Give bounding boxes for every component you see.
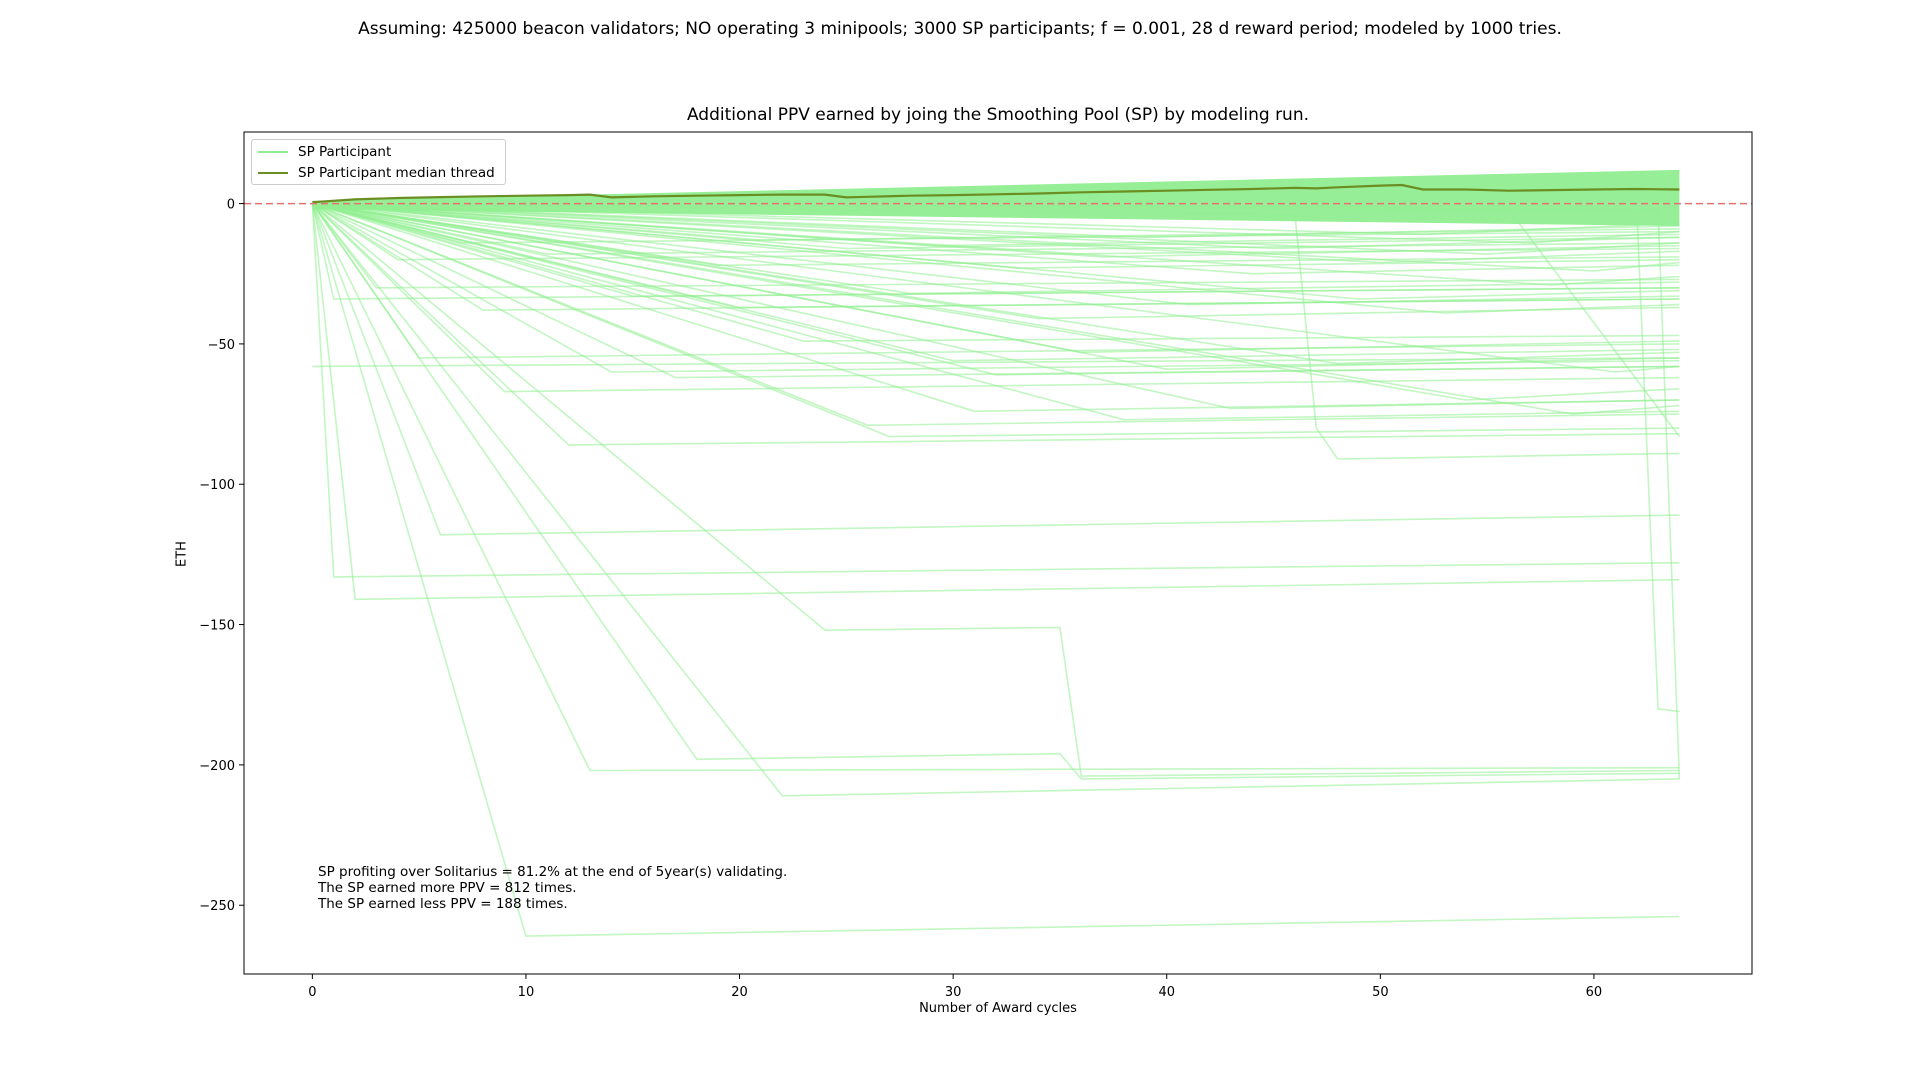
- participant-band: [312, 169, 1680, 227]
- participant-thread-57: [312, 202, 1680, 354]
- participant-thread-43: [312, 202, 1680, 269]
- y-tick-label-5: −250: [199, 899, 235, 914]
- participant-thread-31: [312, 202, 1680, 298]
- legend-swatch-median: [258, 172, 288, 174]
- participant-thread-1: [311, 203, 1680, 601]
- participant-threads: [311, 202, 1681, 937]
- annotation-line-3: The SP earned less PPV = 188 times.: [318, 896, 568, 912]
- y-tick-label-1: −50: [208, 338, 235, 353]
- participant-thread-23: [312, 202, 1680, 410]
- plot-frame: [243, 131, 1753, 975]
- participant-thread-17: [311, 203, 1680, 393]
- participant-thread-4: [311, 203, 1680, 772]
- participant-thread-0: [311, 203, 1680, 578]
- x-tick-label-0: 0: [308, 985, 316, 1000]
- participant-thread-55: [312, 202, 1680, 244]
- summary-annotation: SP profiting over Solitarius = 81.2% at …: [318, 864, 787, 912]
- participant-thread-54: [312, 202, 1680, 236]
- participant-thread-47: [312, 202, 1680, 255]
- participant-thread-52: [312, 202, 1680, 239]
- participant-thread-51: [312, 202, 1680, 247]
- participant-band-area: [312, 169, 1680, 227]
- participant-thread-14: [312, 202, 1680, 421]
- participant-thread-12: [312, 202, 1680, 438]
- figure-title: Assuming: 425000 beacon validators; NO o…: [358, 19, 1562, 39]
- axes: 0 10 20 30 40 50 60 0 −50 −100 −150 −200 −250: [199, 131, 1753, 1000]
- x-tick-label-3: 30: [945, 985, 962, 1000]
- participant-thread-11: [311, 203, 1680, 446]
- y-tick-label-2: −100: [199, 478, 235, 493]
- legend-label-median: SP Participant median thread: [298, 165, 495, 181]
- y-tick-label-3: −150: [199, 619, 235, 634]
- y-tick-label-4: −200: [199, 759, 235, 774]
- participant-thread-24: [312, 202, 1680, 401]
- x-tick-label-1: 10: [518, 985, 535, 1000]
- participant-thread-35: [312, 202, 1680, 306]
- x-axis-label: Number of Award cycles: [919, 1001, 1077, 1016]
- participant-thread-21: [312, 202, 1680, 342]
- participant-thread-2: [311, 203, 1680, 536]
- x-tick-label-5: 50: [1372, 985, 1389, 1000]
- legend-item-median: SP Participant median thread: [258, 164, 495, 182]
- participant-thread-48: [312, 202, 1680, 272]
- participant-thread-56: [312, 202, 1680, 362]
- x-tick-label-4: 40: [1158, 985, 1175, 1000]
- participant-thread-25: [312, 202, 1680, 415]
- annotation-line-2: The SP earned more PPV = 812 times.: [318, 880, 577, 896]
- y-tick-label-0: 0: [227, 198, 235, 213]
- participant-thread-22: [312, 202, 1680, 376]
- x-tick-label-6: 60: [1586, 985, 1603, 1000]
- median-thread: [312, 183, 1680, 204]
- participant-thread-46: [312, 202, 1680, 264]
- participant-thread-3: [311, 203, 1680, 937]
- annotation-line-1: SP profiting over Solitarius = 81.2% at …: [318, 864, 788, 880]
- participant-thread-26: [312, 202, 1680, 427]
- legend-label-participant: SP Participant: [298, 144, 392, 160]
- participant-thread-59: [312, 202, 1680, 373]
- legend: SP Participant SP Participant median thr…: [251, 139, 506, 185]
- x-tick-label-2: 20: [731, 985, 748, 1000]
- legend-swatch-participant: [258, 151, 288, 153]
- median-thread-line: [312, 183, 1680, 204]
- participant-thread-5: [311, 203, 1680, 780]
- participant-thread-29: [311, 203, 1680, 289]
- participant-thread-6: [311, 203, 1680, 797]
- legend-item-participant: SP Participant: [258, 143, 391, 161]
- plot-title: Additional PPV earned by joing the Smoot…: [686, 105, 1310, 125]
- participant-thread-7: [311, 202, 1680, 777]
- participant-thread-58: [312, 202, 1680, 365]
